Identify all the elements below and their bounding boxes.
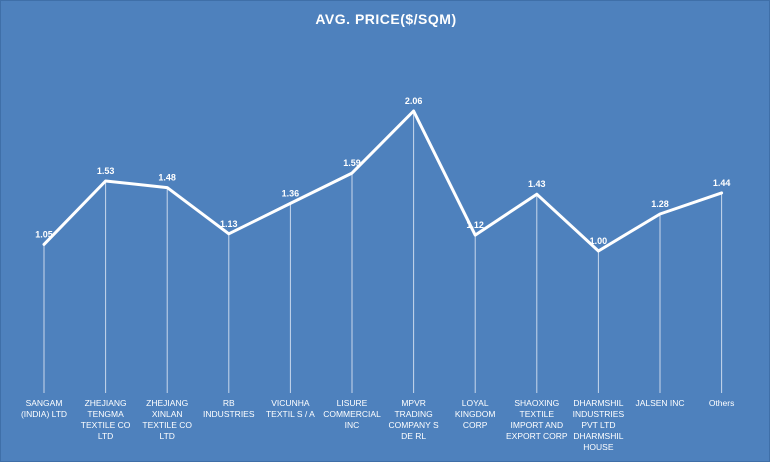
category-label: INC bbox=[345, 420, 360, 430]
category-label: DHARMSHIL bbox=[573, 431, 623, 441]
data-labels: 1.05 1.53 1.48 1.13 1.36 1.59 2.06 1.12 1.43 1.00… bbox=[35, 96, 730, 246]
category-label: HOUSE bbox=[583, 442, 614, 452]
data-label: 2.06 bbox=[405, 96, 423, 106]
category-label: LOYAL bbox=[462, 398, 489, 408]
category-label: TEXTILE CO bbox=[142, 420, 192, 430]
category-label: RB bbox=[223, 398, 235, 408]
category-label: TEXTILE bbox=[520, 409, 555, 419]
category-label: COMPANY S bbox=[388, 420, 439, 430]
category-label: DE RL bbox=[401, 431, 426, 441]
data-label: 1.28 bbox=[651, 199, 669, 209]
category-label: LTD bbox=[159, 431, 174, 441]
category-label: (INDIA) LTD bbox=[21, 409, 67, 419]
data-label: 1.53 bbox=[97, 166, 115, 176]
chart-title: AVG. PRICE($/SQM) bbox=[315, 11, 457, 27]
data-label: 1.48 bbox=[158, 173, 176, 183]
category-label: TEXTIL S / A bbox=[266, 409, 315, 419]
category-label: TRADING bbox=[394, 409, 432, 419]
category-label: LTD bbox=[98, 431, 113, 441]
category-label: ZHEJIANG bbox=[146, 398, 188, 408]
data-label: 1.59 bbox=[343, 158, 361, 168]
data-label: 1.12 bbox=[466, 220, 484, 230]
data-label: 1.44 bbox=[713, 178, 731, 188]
category-label: CORP bbox=[463, 420, 488, 430]
data-label: 1.36 bbox=[282, 188, 300, 198]
category-label: VICUNHA bbox=[271, 398, 310, 408]
drop-lines bbox=[43, 110, 723, 393]
data-label: 1.05 bbox=[35, 229, 53, 239]
category-label: IMPORT AND bbox=[511, 420, 564, 430]
category-label: TENGMA bbox=[87, 409, 124, 419]
category-label: ZHEJIANG bbox=[85, 398, 127, 408]
category-label: XINLAN bbox=[152, 409, 183, 419]
category-label: KINGDOM bbox=[455, 409, 496, 419]
series-line bbox=[42, 109, 724, 253]
category-label: DHARMSHIL bbox=[573, 398, 623, 408]
category-label: INDUSTRIES bbox=[573, 409, 625, 419]
category-label: COMMERCIAL bbox=[323, 409, 381, 419]
data-label: 1.13 bbox=[220, 219, 238, 229]
category-label: Others bbox=[709, 398, 735, 408]
data-label: 1.00 bbox=[590, 236, 608, 246]
category-label: JALSEN INC bbox=[635, 398, 684, 408]
data-label: 1.43 bbox=[528, 179, 546, 189]
category-label: EXPORT CORP bbox=[506, 431, 568, 441]
category-label: TEXTILE CO bbox=[81, 420, 131, 430]
category-label: INDUSTRIES bbox=[203, 409, 255, 419]
category-label: LISURE bbox=[337, 398, 368, 408]
category-label: SHAOXING bbox=[514, 398, 559, 408]
category-label: MPVR bbox=[401, 398, 426, 408]
category-label: SANGAM bbox=[26, 398, 63, 408]
category-label: PVT LTD bbox=[581, 420, 615, 430]
